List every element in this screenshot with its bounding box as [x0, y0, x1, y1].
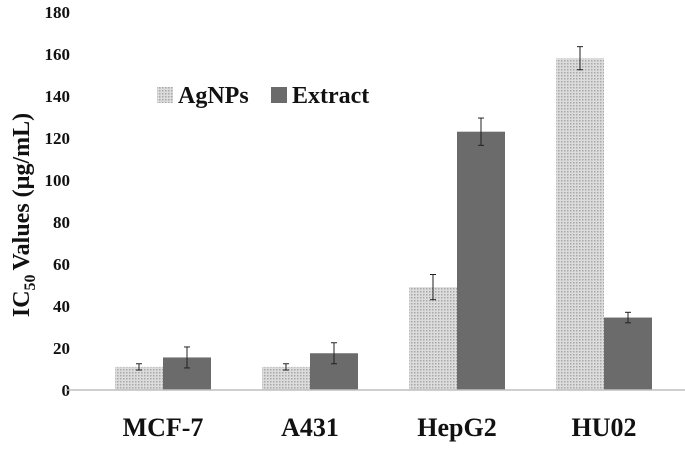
error-bar-agnps-mcf-7 [136, 363, 142, 371]
legend-label-agnps: AgNPs [178, 83, 249, 109]
y-axis-title-main: Values (µg/mL) [9, 113, 35, 271]
y-tick-label: 100 [45, 171, 71, 190]
y-axis-title-subscript: 50 [22, 274, 39, 290]
bar-agnps-mcf-7 [115, 366, 163, 390]
error-bar-agnps-a431 [283, 363, 289, 371]
error-bar-extract-a431 [331, 342, 337, 365]
y-axis-title: IC50 Values (µg/mL) [9, 113, 39, 317]
error-bars [136, 46, 631, 371]
bar-agnps-hepg2 [409, 287, 457, 390]
y-tick-label: 40 [53, 297, 70, 316]
error-bar-extract-hepg2 [478, 117, 484, 146]
bars [115, 58, 652, 390]
bar-extract-hu02 [604, 317, 652, 390]
error-bar-extract-mcf-7 [184, 346, 190, 369]
y-tick-label: 160 [45, 45, 71, 64]
y-axis-title-prefix: IC [9, 290, 35, 317]
y-tick-label: 120 [45, 129, 71, 148]
x-category-label: A431 [281, 413, 339, 442]
legend: AgNPs Extract [157, 83, 369, 109]
error-bar-extract-hu02 [625, 311, 631, 324]
y-axis-ticks: 0 20 40 60 80 100 120 140 160 180 [45, 3, 71, 400]
y-tick-label: 0 [62, 381, 71, 400]
bar-extract-hepg2 [457, 131, 505, 390]
y-tick-label: 140 [45, 87, 71, 106]
y-tick-label: 60 [53, 255, 70, 274]
bar-agnps-hu02 [556, 58, 604, 390]
error-bar-agnps-hu02 [577, 46, 583, 71]
error-bar-agnps-hepg2 [430, 274, 436, 301]
x-category-label: HepG2 [417, 413, 496, 442]
x-category-label: MCF-7 [123, 413, 204, 442]
y-tick-label: 20 [53, 339, 70, 358]
x-category-label: HU02 [572, 413, 637, 442]
legend-swatch-agnps [157, 87, 173, 103]
y-tick-label: 80 [53, 213, 70, 232]
legend-swatch-extract [271, 87, 287, 103]
bar-agnps-a431 [262, 366, 310, 390]
legend-label-extract: Extract [292, 83, 369, 109]
y-tick-label: 180 [45, 3, 71, 22]
x-axis-categories: MCF-7 A431 HepG2 HU02 [123, 413, 637, 442]
